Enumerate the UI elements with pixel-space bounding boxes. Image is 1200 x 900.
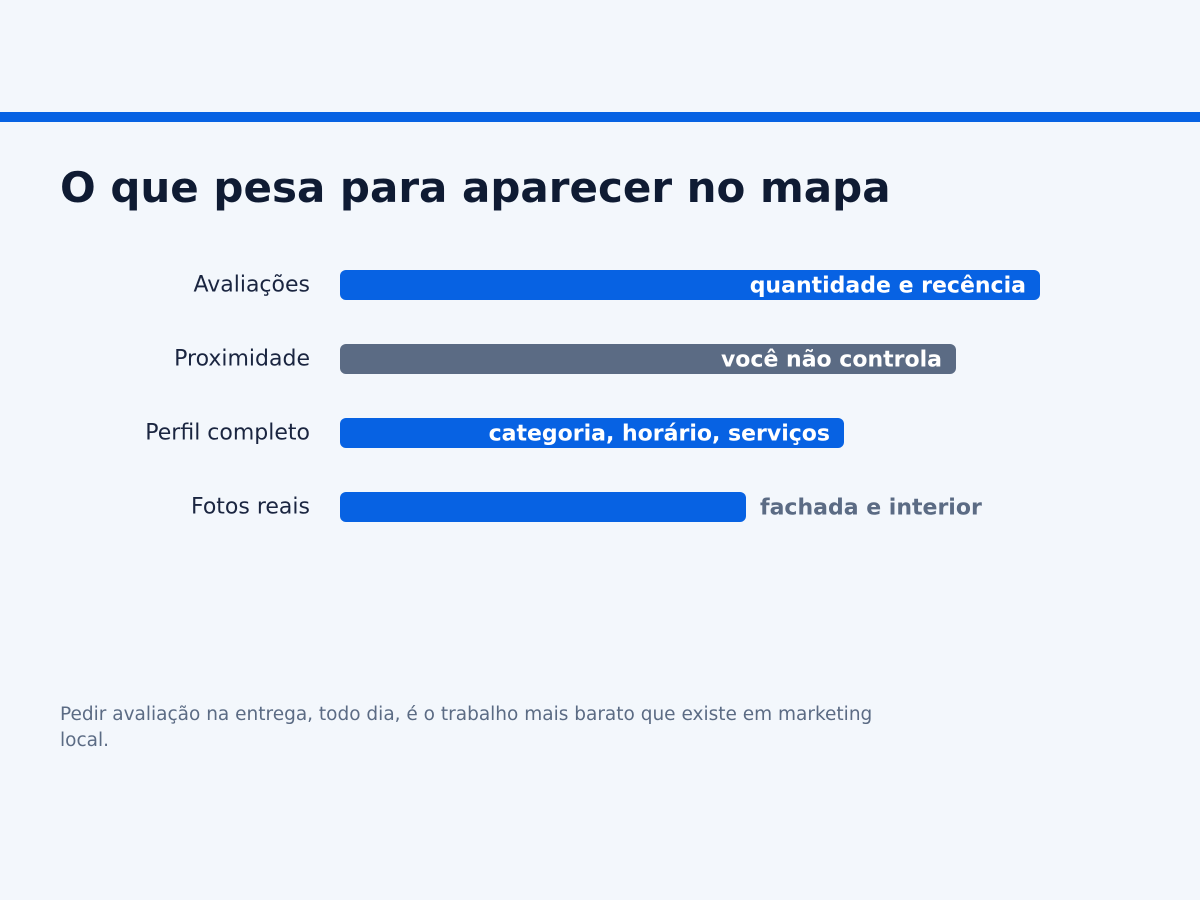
- bar-value-label: quantidade e recência: [750, 274, 1026, 299]
- category-label: Perfil completo: [145, 421, 310, 446]
- bar: [340, 492, 746, 522]
- bar: [340, 270, 1040, 300]
- bar-value-label: você não controla: [721, 348, 942, 373]
- top-accent-rule: [0, 112, 1200, 122]
- bar-value-label: fachada e interior: [760, 496, 982, 521]
- bar-chart: Avaliações quantidade e recência Proximida…: [145, 270, 1040, 522]
- category-label: Proximidade: [174, 347, 310, 372]
- chart-title: O que pesa para aparecer no mapa: [60, 163, 891, 212]
- bars-layer: Avaliações quantidade e recência Proximida…: [145, 270, 1040, 522]
- bar: [340, 418, 844, 448]
- category-label: Avaliações: [193, 273, 310, 298]
- footnote: Pedir avaliação na entrega, todo dia, é …: [60, 704, 873, 751]
- category-label: Fotos reais: [191, 495, 310, 520]
- bar-value-label: categoria, horário, serviços: [489, 422, 830, 447]
- bar: [340, 344, 956, 374]
